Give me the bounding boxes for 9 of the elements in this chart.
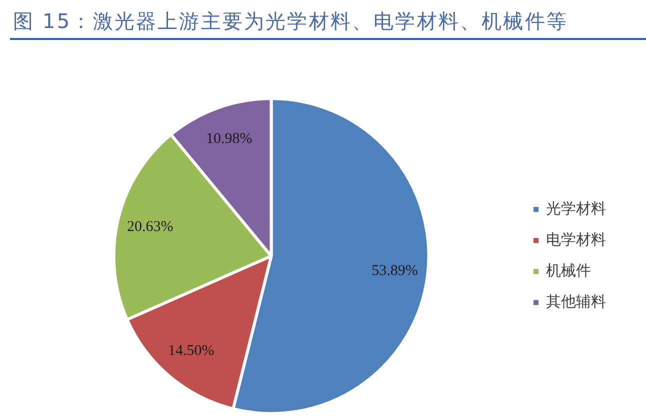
data-label: 53.89%	[372, 263, 418, 280]
data-label: 20.63%	[127, 219, 174, 236]
chart-title: 图 15：激光器上游主要为光学材料、电学材料、机械件等	[10, 6, 646, 40]
legend-label: 光学材料	[546, 199, 606, 218]
data-label: 10.98%	[206, 130, 252, 147]
data-label: 14.50%	[168, 343, 214, 360]
legend-label: 其他辅料	[546, 292, 606, 310]
legend-label: 机械件	[546, 261, 591, 280]
legend-label: 电学材料	[546, 230, 606, 248]
